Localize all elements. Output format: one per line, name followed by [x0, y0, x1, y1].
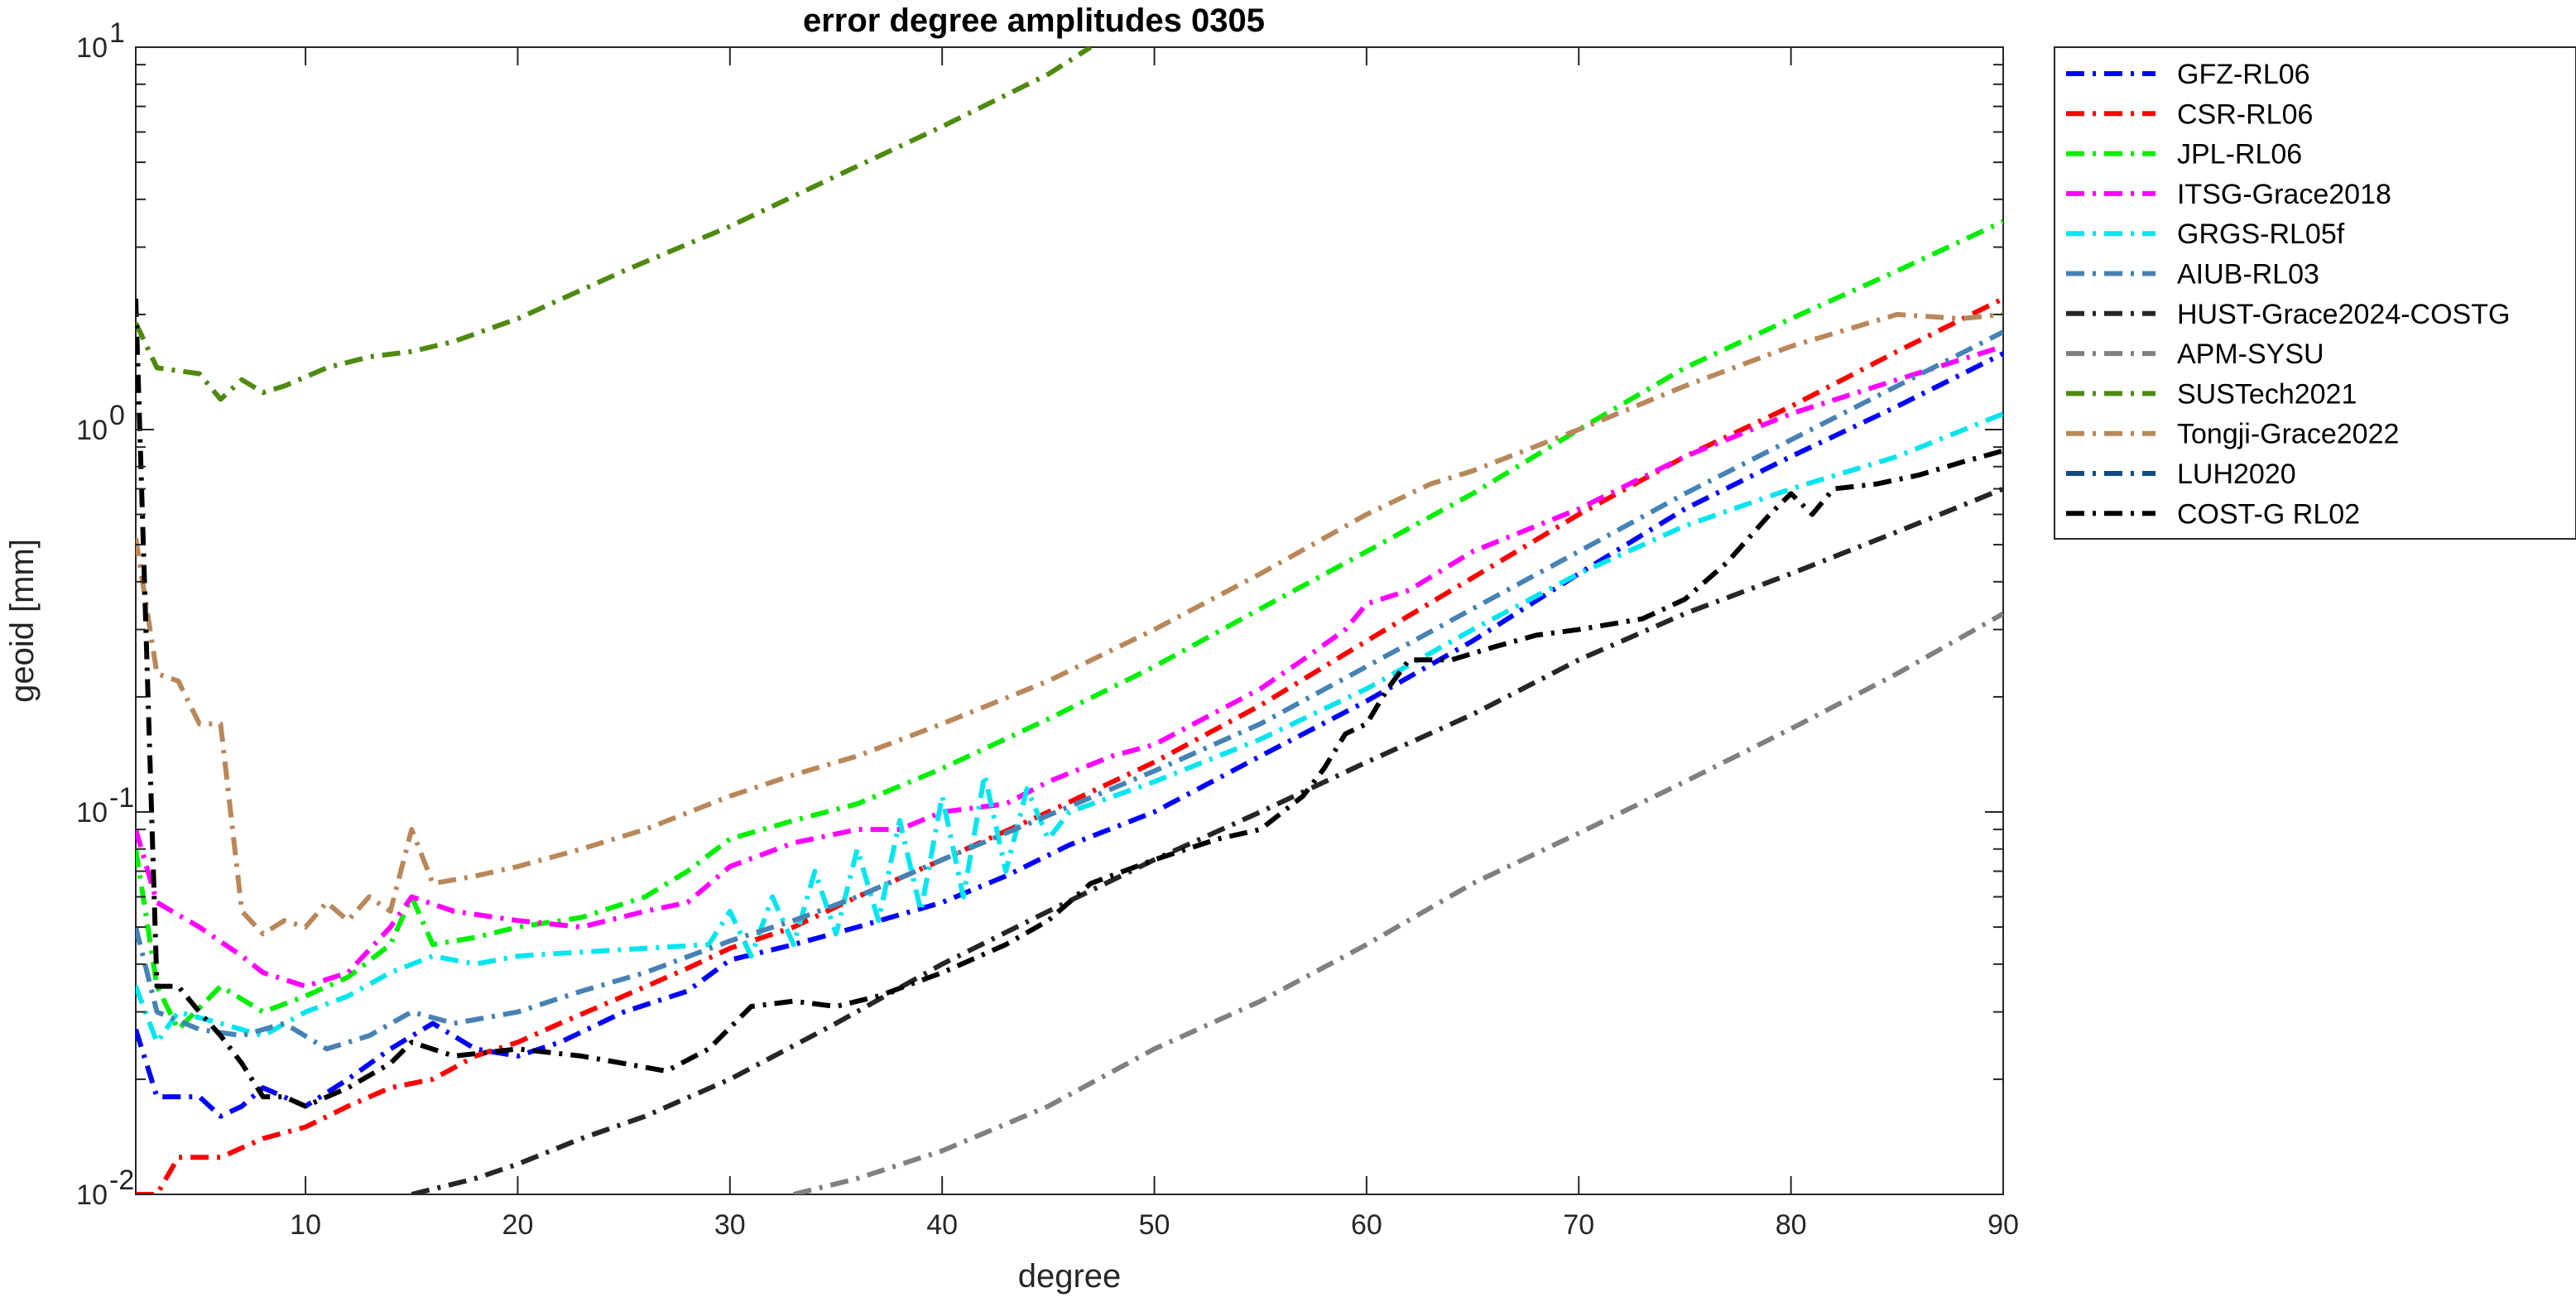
series-line — [136, 311, 2003, 937]
series-line — [136, 343, 2003, 989]
chart-title: error degree amplitudes 0305 — [803, 2, 1265, 39]
axes-box — [135, 46, 2004, 1195]
x-tick-label: 80 — [1776, 1209, 1807, 1241]
x-tick-label: 20 — [502, 1209, 534, 1241]
legend-label: SUSTech2021 — [2177, 378, 2357, 410]
x-tick-label: 50 — [1139, 1209, 1170, 1241]
y-tick-label: 10 — [76, 32, 108, 64]
legend-label: AIUB-RL03 — [2177, 259, 2319, 291]
legend-box — [2054, 46, 2576, 540]
legend-label: LUH2020 — [2177, 459, 2296, 490]
series-line — [136, 351, 2003, 1119]
series-line — [136, 411, 2003, 1045]
x-tick-label: 90 — [1987, 1209, 2019, 1241]
y-tick-label: 10 — [76, 415, 108, 446]
series-group — [136, 47, 2003, 1194]
y-tick-label: 10 — [76, 797, 108, 829]
legend-label: JPL-RL06 — [2177, 139, 2302, 171]
y-tick-label: 10 — [76, 1179, 108, 1211]
legend-label: COST-G RL02 — [2177, 498, 2360, 530]
x-axis-label: degree — [1018, 1258, 1122, 1295]
series-line — [136, 296, 2003, 1194]
legend-label: HUST-Grace2024-COSTG — [2177, 299, 2510, 330]
series-line — [136, 47, 1093, 402]
y-tick-exponent: -1 — [109, 782, 134, 814]
legend-label: CSR-RL06 — [2177, 98, 2313, 130]
series-line — [136, 219, 2003, 1032]
series-line — [136, 298, 2003, 1109]
legend-label: APM-SYSU — [2177, 339, 2324, 370]
x-tick-label: 40 — [926, 1209, 958, 1241]
x-tick-label: 30 — [714, 1209, 746, 1241]
x-tick-label: 60 — [1351, 1209, 1382, 1241]
legend-label: GFZ-RL06 — [2177, 59, 2310, 90]
y-tick-exponent: -2 — [109, 1165, 134, 1196]
legend: GFZ-RL06 CSR-RL06 JPL-RL06 ITSG-Grace2018 GR… — [2054, 46, 2576, 540]
legend-label: ITSG-Grace2018 — [2177, 179, 2391, 210]
y-tick-exponent: 0 — [109, 400, 125, 431]
plot-clip-region — [136, 47, 2003, 1194]
x-tick-label: 70 — [1563, 1209, 1594, 1241]
series-line — [792, 611, 2003, 1194]
legend-label: GRGS-RL05f — [2177, 219, 2345, 250]
y-tick-exponent: 1 — [109, 17, 125, 49]
y-axis-label: geoid [mm] — [4, 539, 41, 703]
legend-label: Tongji-Grace2022 — [2177, 419, 2399, 450]
series-line — [136, 329, 2003, 1052]
series-line — [411, 486, 2003, 1194]
x-tick-label: 10 — [290, 1209, 321, 1241]
